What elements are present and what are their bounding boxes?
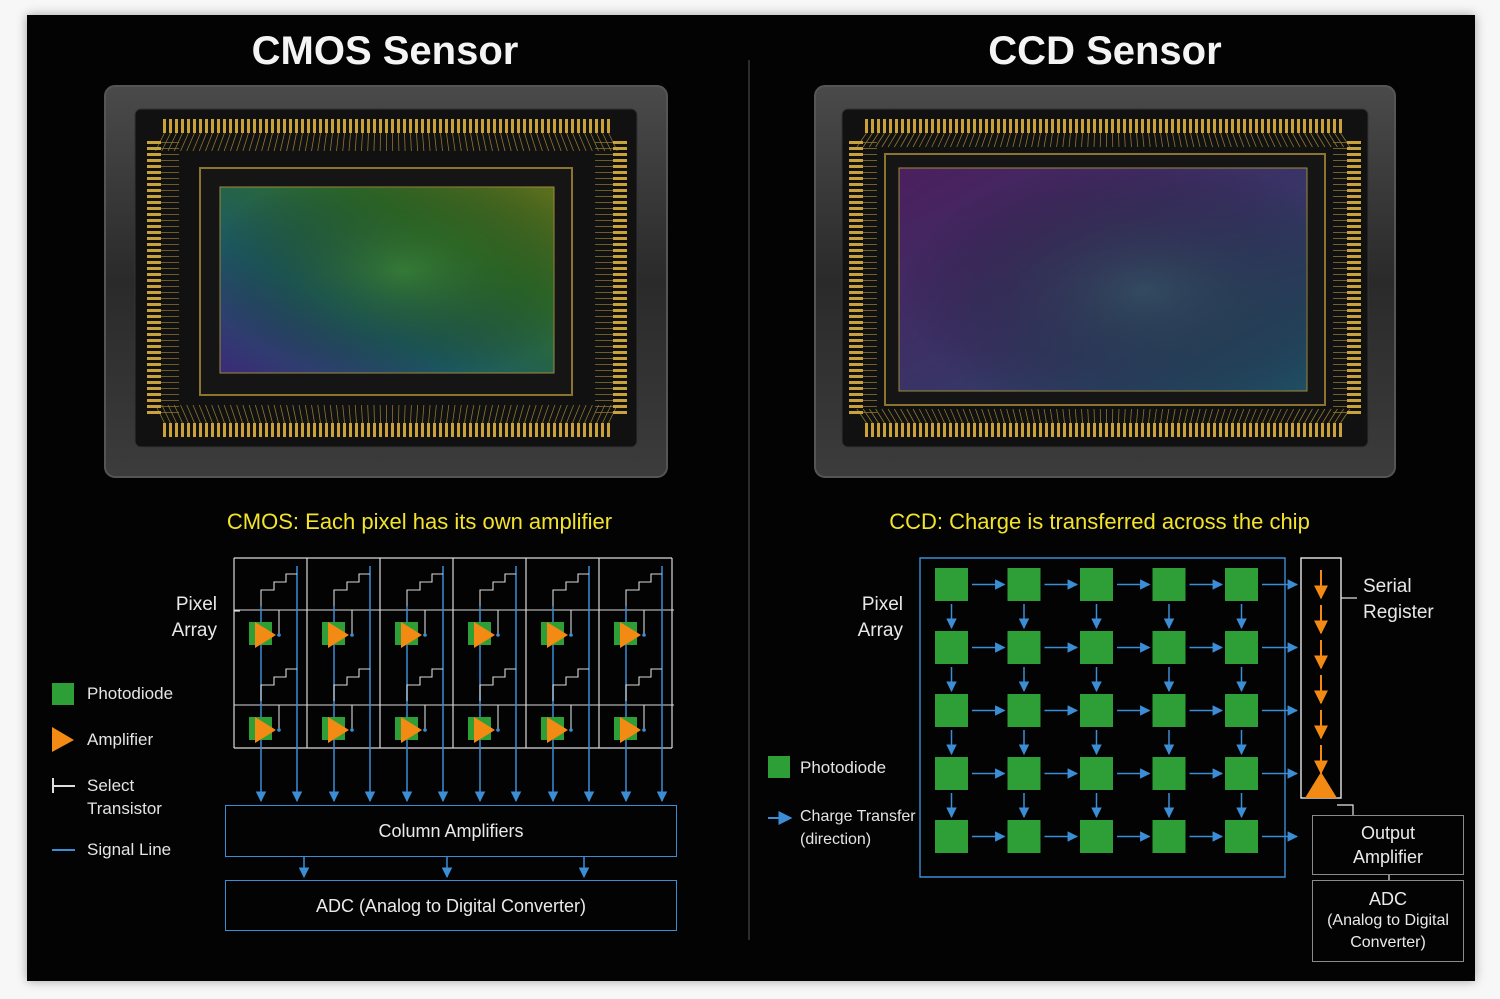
pixel-transistor-wiring [260, 573, 297, 606]
column-amplifiers-box: Column Amplifiers [225, 805, 677, 857]
legend-select-transistor-line2: Transistor [87, 799, 162, 818]
ccd-caption: CCD: Charge is transferred across the ch… [889, 509, 1310, 534]
ccd-photodiode [1152, 568, 1186, 601]
legend-signal-line-label: Signal Line [87, 840, 172, 859]
ccd-photodiode [1152, 820, 1186, 853]
pixel-transistor-wiring [552, 573, 589, 606]
ccd-chip-image [814, 85, 1396, 478]
ccd-adc-line3: Converter) [1350, 934, 1426, 951]
ccd-photodiode [1080, 568, 1113, 601]
ccd-photodiode [1080, 757, 1113, 790]
ccd-photodiode [1152, 631, 1186, 664]
ccd-photodiode [1152, 757, 1186, 790]
output-amplifier-triangle [1305, 772, 1337, 798]
pixel-amplifier [401, 622, 422, 648]
legend-photodiode-label: Photodiode [87, 684, 174, 703]
pixel-amplifier [255, 717, 276, 743]
legend-photodiode-swatch [52, 683, 74, 705]
pixel-amplifier [474, 622, 495, 648]
ccd-title: CCD Sensor [988, 29, 1222, 73]
pixel-transistor-wiring [479, 573, 516, 606]
ccd-photodiode [1225, 757, 1258, 790]
ccd-legend-photodiode-swatch [768, 756, 790, 778]
pixel-transistor-wiring [625, 573, 662, 606]
pixel-transistor-wiring [406, 573, 443, 606]
ccd-photodiode [935, 820, 968, 853]
cmos-gold-pins [147, 119, 627, 437]
cmos-pixel-array-label: Pixel Array [147, 592, 217, 644]
ccd-photodiode [1225, 820, 1258, 853]
pixel-amplifier [620, 717, 641, 743]
cmos-adc-box: ADC (Analog to Digital Converter) [225, 880, 677, 931]
pixel-amplifier [328, 622, 349, 648]
cmos-pixel-array-label-line2: Array [171, 620, 217, 641]
pixel-transistor-wiring [625, 668, 662, 701]
ccd-photodiode [1225, 694, 1258, 727]
ccd-photodiode [1152, 694, 1186, 727]
ccd-pixel-array-label-line1: Pixel [861, 594, 903, 615]
cmos-title: CMOS Sensor [251, 29, 519, 73]
output-amplifier-line1: Output [1360, 823, 1416, 843]
legend-amplifier-label: Amplifier [87, 730, 154, 749]
pixel-transistor-wiring [333, 573, 370, 606]
diagram-artwork [52, 60, 1396, 940]
output-amplifier-line2: Amplifier [1352, 847, 1423, 867]
output-amplifier-box: Output Amplifier [1312, 815, 1464, 875]
ccd-photodiode [1007, 568, 1041, 601]
ccd-photodiode [1007, 631, 1041, 664]
pixel-amplifier [328, 717, 349, 743]
ccd-photodiode [935, 694, 968, 727]
ccd-photodiode [1080, 631, 1113, 664]
cmos-chip-image [104, 85, 668, 478]
ccd-photodiode [1007, 757, 1041, 790]
pixel-amplifier [547, 622, 568, 648]
ccd-photodiode [935, 568, 968, 601]
legend-amplifier-icon [52, 727, 74, 752]
pixel-transistor-wiring [552, 668, 589, 701]
cmos-pixel-array-label-line1: Pixel [175, 594, 217, 615]
ccd-adc-line1: ADC [1368, 889, 1407, 909]
ccd-adc-line2: (Analog to Digital [1327, 912, 1449, 929]
serial-register-label-line2: Register [1363, 602, 1434, 623]
serial-register-label: Serial Register [1363, 574, 1434, 626]
pixel-amplifier [255, 622, 276, 648]
serial-register-label-line1: Serial [1363, 576, 1412, 597]
ccd-adc-box: ADC (Analog to Digital Converter) [1312, 880, 1464, 962]
ccd-photodiode [1007, 694, 1041, 727]
legend-select-transistor-line1: Select [87, 776, 135, 795]
pixel-transistor-wiring [333, 668, 370, 701]
ccd-gold-pins [849, 119, 1361, 437]
ccd-pixel-array-label-line2: Array [857, 620, 903, 641]
ccd-legend-charge-line1: Charge Transfer [800, 808, 916, 825]
pixel-transistor-wiring [260, 668, 297, 701]
ccd-legend-charge-transfer-label: Charge Transfer (direction) [800, 805, 916, 851]
pixel-amplifier [401, 717, 422, 743]
pixel-amplifier [547, 717, 568, 743]
cmos-caption: CMOS: Each pixel has its own amplifier [226, 509, 613, 534]
legend-select-transistor-icon [52, 778, 75, 793]
cmos-pixel-array-circuit [233, 557, 674, 879]
pixel-transistor-wiring [479, 668, 516, 701]
ccd-photodiode [935, 631, 968, 664]
ccd-photodiode [1225, 568, 1258, 601]
legend-select-transistor-label: Select Transistor [87, 774, 162, 820]
ccd-pixel-array-label: Pixel Array [833, 592, 903, 644]
ccd-photodiode [1080, 694, 1113, 727]
pixel-transistor-wiring [406, 668, 443, 701]
ccd-photodiode [1080, 820, 1113, 853]
pixel-amplifier [620, 622, 641, 648]
ccd-legend-photodiode-label: Photodiode [800, 758, 887, 777]
ccd-photodiode [1007, 820, 1041, 853]
ccd-pixel-array-circuit [919, 557, 1390, 880]
ccd-photodiode [1225, 631, 1258, 664]
diagram-panel: CMOS Sensor CCD Sensor CMOS: Each pixel … [27, 15, 1475, 981]
ccd-array-frame [919, 557, 1286, 878]
ccd-legend-charge-line2: (direction) [800, 831, 872, 848]
pixel-amplifier [474, 717, 495, 743]
ccd-photodiode [935, 757, 968, 790]
